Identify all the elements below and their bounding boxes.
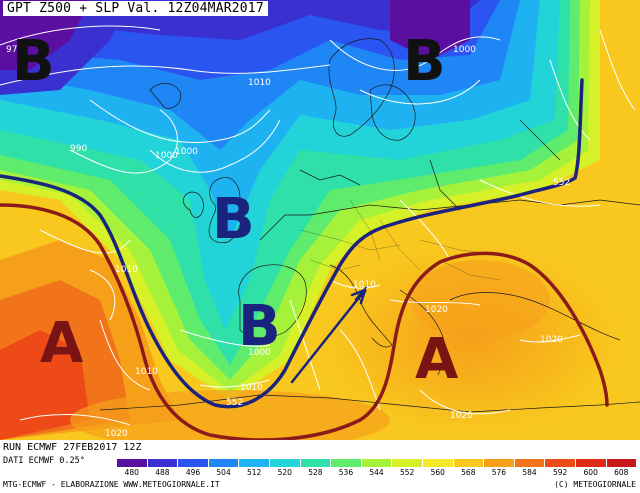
isobar-label: 1010 — [115, 265, 138, 275]
isobar-label: 1020 — [425, 305, 448, 315]
color-scale-swatch: 528 — [300, 459, 332, 477]
color-scale-tick-label: 608 — [614, 468, 629, 477]
copyright-text: (C) METEOGIORNALE — [554, 480, 636, 489]
isobar-label: 1010 — [240, 383, 263, 393]
color-scale-swatch: 544 — [361, 459, 393, 477]
contour-label-552: 552 — [226, 398, 243, 408]
color-scale-tick-label: 576 — [491, 468, 507, 477]
color-scale-swatch: 560 — [422, 459, 454, 477]
color-scale-tick-label: 504 — [216, 468, 231, 477]
color-scale-tick-label: 544 — [369, 468, 384, 477]
color-scale-swatch: 496 — [178, 459, 209, 477]
high-center-label: A — [40, 311, 84, 376]
color-scale-swatch: 512 — [239, 459, 270, 477]
isobar-label: 1000 — [175, 147, 198, 157]
color-scale-tick-label: 592 — [552, 468, 568, 477]
low-center-label: B — [403, 29, 446, 94]
color-scale-swatch: 520 — [269, 459, 301, 477]
contour-value-labels: 552 552 — [226, 178, 570, 408]
color-scale-swatch: 608 — [606, 459, 638, 477]
isobar-label: 1010 — [353, 280, 376, 290]
color-scale-swatch: 568 — [453, 459, 485, 477]
isobar-value-labels: 990 1000 1000 1000 1010 1010 1010 1010 1… — [6, 45, 563, 439]
color-scale-tick-label: 568 — [461, 468, 476, 477]
color-scale-tick-label: 480 — [124, 468, 139, 477]
credits-text: MTG-ECMWF - ELABORAZIONE WWW.METEOGIORNA… — [3, 480, 220, 489]
color-scale-tick-label: 520 — [277, 468, 292, 477]
color-scale-swatch: 576 — [484, 459, 515, 477]
low-center-label: B — [12, 29, 55, 94]
color-scale-swatch: 536 — [331, 459, 362, 477]
isobar-label: 1000 — [453, 45, 476, 55]
map-title: GPT Z500 + SLP Val. 12Z04MAR2017 — [3, 1, 268, 16]
color-scale-swatch: 584 — [514, 459, 546, 477]
color-scale-swatch: 480 — [117, 459, 148, 477]
low-center-label: B — [238, 294, 281, 359]
color-scale-tick-label: 560 — [430, 468, 445, 477]
isobar-label: 1020 — [105, 429, 128, 439]
color-scale-tick-label: 496 — [185, 468, 201, 477]
isobar-label: 1010 — [135, 367, 158, 377]
color-scale-tick-label: 552 — [399, 468, 415, 477]
color-scale-tick-label: 528 — [308, 468, 323, 477]
contour-552-line — [0, 78, 584, 409]
contour-label-552: 552 — [553, 178, 570, 188]
isobar-label: 1000 — [248, 348, 271, 358]
map-canvas: B B B B A A 990 1000 1000 1000 1010 1010… — [0, 0, 640, 440]
isobar-label-partial: 97 — [6, 45, 17, 55]
isobar-label: 990 — [70, 144, 87, 154]
color-scale-tick-label: 512 — [247, 468, 262, 477]
high-center-label: A — [415, 327, 459, 392]
color-scale-tick-label: 584 — [522, 468, 537, 477]
color-scale-swatch: 488 — [147, 459, 179, 477]
color-scale-tick-label: 600 — [583, 468, 598, 477]
jet-arrow — [290, 284, 369, 384]
contour-576-west-line — [0, 203, 609, 440]
isobar-label: 1020 — [540, 335, 563, 345]
data-source: DATI ECMWF 0.25° — [3, 456, 85, 466]
low-center-label: B — [212, 187, 255, 252]
pressure-system-labels: B B B B A A — [12, 29, 459, 392]
isobar-label: 1000 — [155, 151, 178, 161]
run-info: RUN ECMWF 27FEB2017 12Z — [3, 442, 142, 453]
isobars — [0, 25, 636, 426]
isobar-label: 1020 — [450, 411, 473, 421]
color-scale-legend: 480 488 496 504 512 520 528 536 544 552 560 568 576 5… — [117, 459, 638, 479]
color-scale-tick-label: 488 — [155, 468, 170, 477]
color-scale-swatch: 592 — [545, 459, 576, 477]
isobar-label: 1010 — [248, 78, 271, 88]
color-scale-swatch: 600 — [575, 459, 607, 477]
color-scale-tick-label: 536 — [338, 468, 354, 477]
color-scale-swatch: 504 — [208, 459, 240, 477]
color-scale-swatch: 552 — [392, 459, 423, 477]
